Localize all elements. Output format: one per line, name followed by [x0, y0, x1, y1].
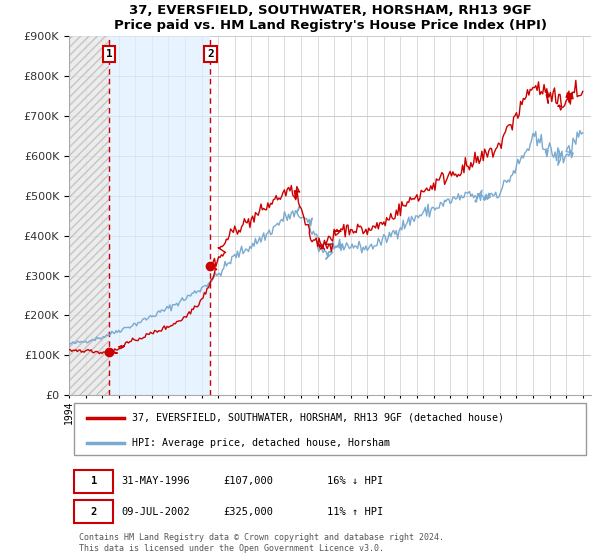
- Text: Contains HM Land Registry data © Crown copyright and database right 2024.
This d: Contains HM Land Registry data © Crown c…: [79, 534, 445, 553]
- Bar: [69, 36, 109, 395]
- FancyBboxPatch shape: [74, 501, 113, 524]
- Text: 31-MAY-1996: 31-MAY-1996: [121, 476, 190, 486]
- Text: 11% ↑ HPI: 11% ↑ HPI: [328, 507, 383, 517]
- Text: 2: 2: [91, 507, 97, 517]
- Text: £107,000: £107,000: [223, 476, 273, 486]
- Text: 1: 1: [91, 476, 97, 486]
- Text: HPI: Average price, detached house, Horsham: HPI: Average price, detached house, Hors…: [131, 438, 389, 447]
- FancyBboxPatch shape: [74, 403, 586, 455]
- FancyBboxPatch shape: [74, 470, 113, 493]
- Text: £325,000: £325,000: [223, 507, 273, 517]
- Text: 37, EVERSFIELD, SOUTHWATER, HORSHAM, RH13 9GF (detached house): 37, EVERSFIELD, SOUTHWATER, HORSHAM, RH1…: [131, 413, 503, 423]
- Bar: [109, 36, 211, 395]
- Text: 16% ↓ HPI: 16% ↓ HPI: [328, 476, 383, 486]
- Text: 09-JUL-2002: 09-JUL-2002: [121, 507, 190, 517]
- Text: 1: 1: [106, 49, 112, 59]
- Title: 37, EVERSFIELD, SOUTHWATER, HORSHAM, RH13 9GF
Price paid vs. HM Land Registry's : 37, EVERSFIELD, SOUTHWATER, HORSHAM, RH1…: [113, 4, 547, 32]
- Text: 2: 2: [207, 49, 214, 59]
